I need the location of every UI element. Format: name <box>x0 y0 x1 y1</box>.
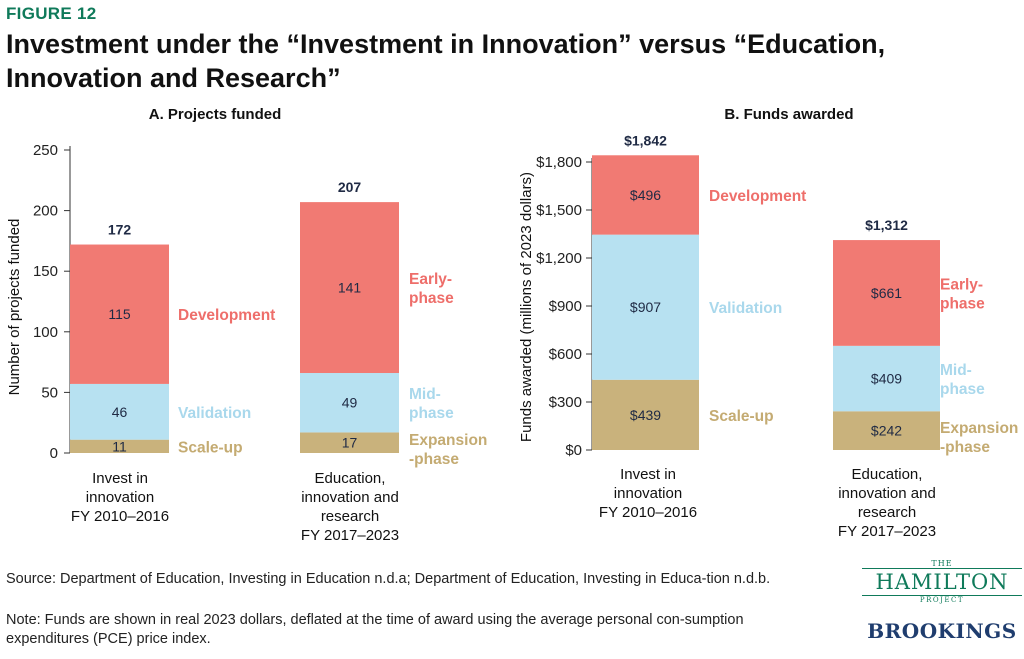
panel-b-bar-1-scaleup-side-label: Expansion <box>940 420 1018 437</box>
panel-b-y-tick-label: $0 <box>565 442 582 459</box>
panel-b-bar-0-scaleup-side-label: Scale-up <box>709 408 774 425</box>
panel-a-bar-1-total-label: 207 <box>338 179 362 195</box>
panel-b-bar-0-development-value-label: $496 <box>630 187 661 203</box>
panel-a-bar-1-development-side-label: phase <box>409 290 454 307</box>
panel-b-bar-1-development-value-label: $661 <box>871 285 902 301</box>
panel-a-bar-0-validation-side-label: Validation <box>178 405 251 422</box>
panel-b-bar-1-development-segment <box>833 240 940 346</box>
panel-b-bar-1-scaleup-side-label: -phase <box>940 439 990 456</box>
hamilton-project-logo: THE HAMILTON PROJECT <box>862 559 1022 604</box>
panel-b-y-axis-label: Funds awarded (millions of 2023 dollars) <box>518 172 535 442</box>
hamilton-logo-the: THE <box>931 559 953 568</box>
panel-a-bar-0-development-value-label: 115 <box>108 306 131 322</box>
panel-a-bar-1-validation-segment <box>300 373 399 433</box>
hamilton-logo-name: HAMILTON <box>862 568 1022 596</box>
panel-b-bar-0-development-segment <box>592 155 699 235</box>
panel-a-bar-1-development-segment <box>300 202 399 374</box>
panel-b-y-tick-label: $300 <box>549 394 582 411</box>
panel-b-bar-1-validation-segment <box>833 345 940 412</box>
panel-b-bar-0-scaleup-value-label: $439 <box>630 407 661 423</box>
panel-a-y-axis-label: Number of projects funded <box>6 219 23 396</box>
panel-b-bar-1-validation-side-label: Mid- <box>940 362 972 379</box>
figure-title: Investment under the “Investment in Inno… <box>6 29 886 93</box>
panel-b-bar-0-validation-value-label: $907 <box>630 299 661 315</box>
panel-a-bar-1-validation-value-label: 49 <box>342 395 358 411</box>
panel-b-bar-0-validation-segment <box>592 234 699 380</box>
panel-a-bar-0-total-label: 172 <box>108 222 132 238</box>
panel-b-category-0-label-line: Invest in <box>620 466 676 483</box>
panel-a-y-tick-label: 0 <box>50 445 58 462</box>
panel-a-category-1-label-line: innovation and <box>301 489 399 506</box>
panel-b-category-0-label-line: innovation <box>614 485 682 502</box>
panel-a-category-1-label-line: research <box>321 508 379 525</box>
panel-b-bar-0-validation-side-label: Validation <box>709 300 782 317</box>
panel-a-bar-0-development-side-label: Development <box>178 307 275 324</box>
panel-b-y-tick-label: $900 <box>549 298 582 315</box>
panel-b-y-tick-label: $1,200 <box>536 250 582 267</box>
panel-b-bar-1-validation-value-label: $409 <box>871 371 902 387</box>
hamilton-logo-project: PROJECT <box>919 596 965 604</box>
panel-a-bar-1-scaleup-segment <box>300 432 399 453</box>
panel-b-title: B. Funds awarded <box>724 106 853 123</box>
panel-a-bar-0-scaleup-side-label: Scale-up <box>178 439 243 456</box>
panel-a-bar-0-scaleup-value-label: 11 <box>112 438 127 454</box>
panel-a-bar-1-development-side-label: Early- <box>409 271 452 288</box>
panel-a-y-tick-label: 250 <box>33 142 58 159</box>
panel-a-category-1-label-line: Education, <box>315 470 386 487</box>
panel-b-y-tick-label: $600 <box>549 346 582 363</box>
panel-b-category-1-label-line: innovation and <box>838 485 936 502</box>
panel-a-bar-1-validation-side-label: Mid- <box>409 386 441 403</box>
panel-a-y-tick-label: 150 <box>33 263 58 280</box>
panel-b-bar-1-development-side-label: Early- <box>940 276 983 293</box>
panel-b-bar-1-scaleup-value-label: $242 <box>871 423 902 439</box>
brookings-logo: BROOKINGS <box>867 619 1017 643</box>
panel-b-bar-1-validation-side-label: phase <box>940 381 985 398</box>
panel-b-y-tick-label: $1,500 <box>536 202 582 219</box>
source-note: Source: Department of Education, Investi… <box>6 571 771 587</box>
panel-a-bar-0-validation-segment <box>70 383 169 440</box>
panel-a-category-0-label-line: innovation <box>86 489 154 506</box>
panel-a-bar-1-validation-side-label: phase <box>409 405 454 422</box>
panel-a-category-0-label-line: FY 2010–2016 <box>71 508 169 525</box>
panel-a-bar-1-scaleup-side-label: -phase <box>409 451 459 468</box>
panel-a-bar-0-scaleup-segment <box>70 439 169 453</box>
panel-b-bar-1-development-side-label: phase <box>940 295 985 312</box>
panel-a-bar-1-scaleup-value-label: 17 <box>342 435 358 451</box>
panel-b-category-0-label-line: FY 2010–2016 <box>599 504 697 521</box>
panel-b-category-1-label-line: FY 2017–2023 <box>838 523 936 540</box>
panel-b-bar-1-total-label: $1,312 <box>865 217 908 233</box>
charts-canvas: A. Projects funded Number of projects fun… <box>6 106 1018 544</box>
panel-b-bar-1-scaleup-segment <box>833 411 940 450</box>
figure-label: FIGURE 12 <box>6 4 97 23</box>
panel-b-bar-0-development-side-label: Development <box>709 188 806 205</box>
panel-a-y-tick-label: 100 <box>33 324 58 341</box>
panel-a-title: A. Projects funded <box>149 106 282 123</box>
panel-a-bar-0-development-segment <box>70 244 169 384</box>
panel-a-bar-1-development-value-label: 141 <box>338 280 362 296</box>
panel-b-category-1-label-line: Education, <box>852 466 923 483</box>
panel-a-y-tick-label: 50 <box>41 384 58 401</box>
panel-a-bar-0-validation-value-label: 46 <box>112 404 128 420</box>
panel-a-y-tick-label: 200 <box>33 203 58 220</box>
panel-a-category-0-label-line: Invest in <box>92 470 148 487</box>
panel-b-bar-0-scaleup-segment <box>592 379 699 450</box>
panel-b-category-1-label-line: research <box>858 504 916 521</box>
panel-b-y-tick-label: $1,800 <box>536 154 582 171</box>
methodology-note: Note: Funds are shown in real 2023 dolla… <box>6 612 744 647</box>
panel-a-bar-1-scaleup-side-label: Expansion <box>409 432 487 449</box>
panel-b-bar-0-total-label: $1,842 <box>624 132 667 148</box>
panel-a-category-1-label-line: FY 2017–2023 <box>301 527 399 544</box>
